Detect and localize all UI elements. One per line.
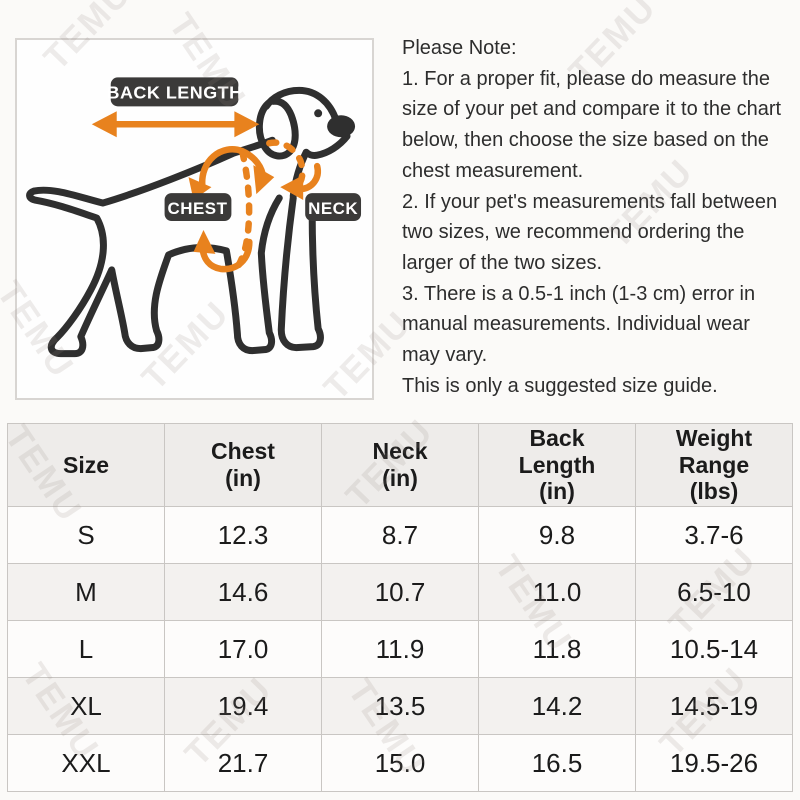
table-cell: 10.7: [321, 563, 479, 621]
header-neck: Neck (in): [321, 423, 479, 507]
note-line: manual measurements. Individual wear: [402, 313, 750, 336]
note-line: chest measurement.: [402, 159, 584, 182]
table-cell: 17.0: [164, 620, 322, 678]
header-chest: Chest (in): [164, 423, 322, 507]
measurement-annotations: [91, 111, 322, 275]
table-cell: 11.9: [321, 620, 479, 678]
arrowhead-neck: [280, 175, 304, 201]
note-title: Please Note:: [402, 37, 517, 59]
table-row-xxl: XXL 21.7 15.0 16.5 19.5-26: [7, 734, 793, 792]
size-table: Size Chest (in) Neck (in) Back Length (i…: [7, 423, 793, 792]
back-length-badge: [110, 77, 239, 107]
table-cell: 11.0: [478, 563, 636, 621]
table-cell: L: [7, 620, 165, 678]
diagram-labels: BACK LENGTH CHEST NECK: [107, 77, 362, 221]
table-cell: 16.5: [478, 734, 636, 792]
header-weight-range: Weight Range (lbs): [635, 423, 793, 507]
note-line: 3. There is a 0.5-1 inch (1-3 cm) error …: [402, 282, 756, 305]
table-row-s: S 12.3 8.7 9.8 3.7-6: [7, 506, 793, 564]
note-line: 2. If your pet's measurements fall betwe…: [402, 190, 778, 213]
table-cell: S: [7, 506, 165, 564]
table-cell: 10.5-14: [635, 620, 793, 678]
note-line: may vary.: [402, 344, 488, 367]
note-line: two sizes, we recommend ordering the: [402, 221, 745, 244]
arrowhead-left: [91, 111, 117, 138]
note-line: This is only a suggested size guide.: [402, 374, 718, 397]
header-back-length: Back Length (in): [478, 423, 636, 507]
table-cell: 19.4: [164, 677, 322, 735]
table-cell: 12.3: [164, 506, 322, 564]
chest-bottom-arc: [199, 238, 253, 273]
table-cell: M: [7, 563, 165, 621]
dog-outline: [26, 86, 351, 358]
table-cell: 19.5-26: [635, 734, 793, 792]
table-cell: 8.7: [321, 506, 479, 564]
arrowhead-chest-arch-right: [253, 165, 275, 195]
note-line: 1. For a proper fit, please do measure t…: [402, 67, 770, 90]
back-length-label: BACK LENGTH: [107, 82, 243, 102]
note-line: size of your pet and compare it to the c…: [402, 98, 782, 121]
arrowhead-right: [234, 111, 260, 138]
dog-line-art: BACK LENGTH CHEST NECK: [26, 77, 362, 358]
table-cell: 13.5: [321, 677, 479, 735]
arrowhead-chest-bottom: [193, 229, 216, 254]
note-block: Please Note: 1. For a proper fit, please…: [402, 33, 800, 401]
note-line: larger of the two sizes.: [402, 251, 603, 274]
chest-badge: [164, 193, 232, 221]
table-header-row: Size Chest (in) Neck (in) Back Length (i…: [7, 423, 793, 507]
table-cell: 14.6: [164, 563, 322, 621]
table-cell: 9.8: [478, 506, 636, 564]
table-cell: 3.7-6: [635, 506, 793, 564]
table-cell: XXL: [7, 734, 165, 792]
table-row-xl: XL 19.4 13.5 14.2 14.5-19: [7, 677, 793, 735]
table-cell: 6.5-10: [635, 563, 793, 621]
table-cell: 14.2: [478, 677, 636, 735]
note-line: below, then choose the size based on the: [402, 129, 769, 152]
table-cell: 21.7: [164, 734, 322, 792]
table-row-m: M 14.6 10.7 11.0 6.5-10: [7, 563, 793, 621]
neck-label: NECK: [308, 199, 358, 218]
table-cell: XL: [7, 677, 165, 735]
header-size: Size: [7, 423, 165, 507]
dog-nose: [327, 115, 356, 138]
dog-measurement-diagram: BACK LENGTH CHEST NECK: [15, 38, 374, 400]
neck-badge: [305, 193, 362, 221]
table-cell: 15.0: [321, 734, 479, 792]
table-cell: 11.8: [478, 620, 636, 678]
table-cell: 14.5-19: [635, 677, 793, 735]
dog-eye: [314, 109, 323, 118]
chest-label: CHEST: [168, 199, 228, 218]
table-row-l: L 17.0 11.9 11.8 10.5-14: [7, 620, 793, 678]
